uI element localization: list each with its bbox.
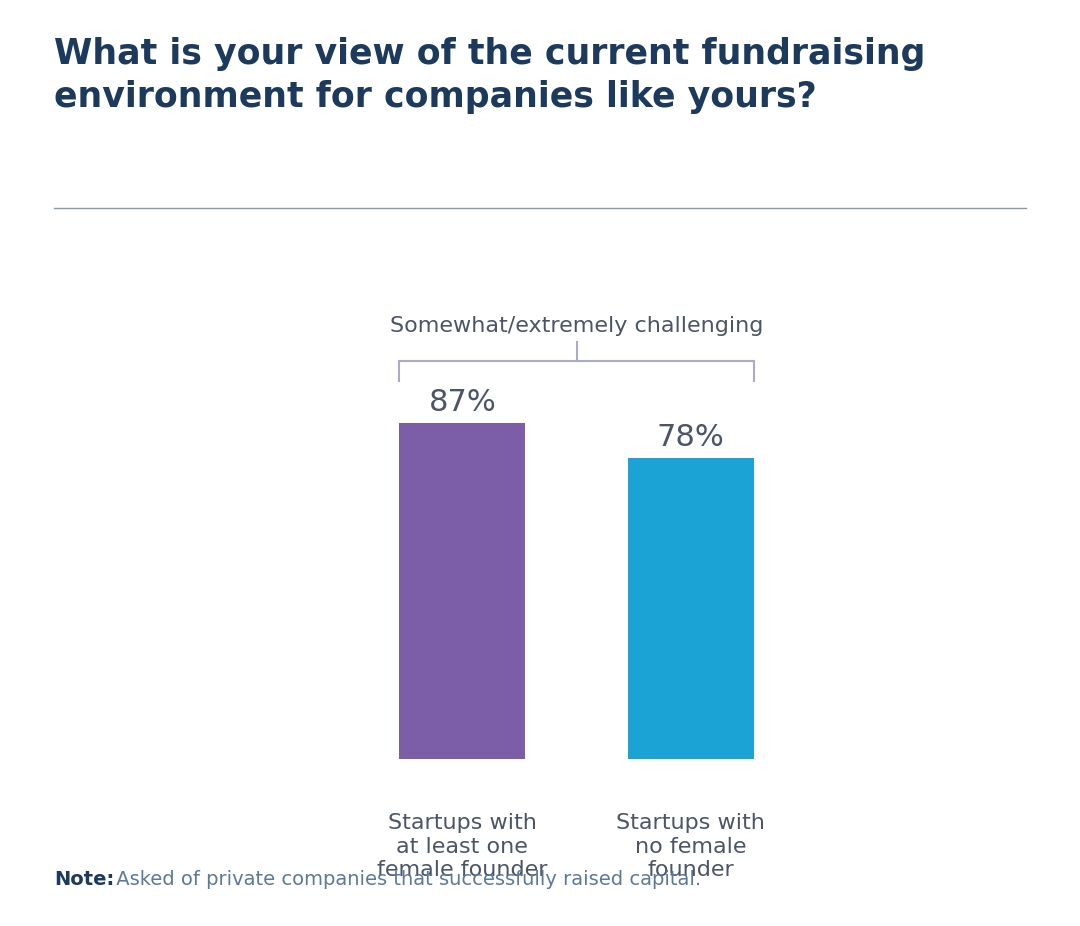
Text: What is your view of the current fundraising
environment for companies like your: What is your view of the current fundrai… [54, 37, 926, 115]
Text: Startups with
no female
founder: Startups with no female founder [617, 813, 766, 880]
Bar [627, 457, 754, 759]
Text: Somewhat/extremely challenging: Somewhat/extremely challenging [390, 316, 764, 336]
Text: Note:: Note: [54, 870, 114, 889]
Text: Asked of private companies that successfully raised capital.: Asked of private companies that successf… [110, 870, 701, 889]
Bar [400, 423, 525, 759]
Text: 78%: 78% [657, 423, 725, 452]
Text: 87%: 87% [429, 388, 496, 418]
Text: Startups with
at least one
female founder: Startups with at least one female founde… [377, 813, 548, 880]
